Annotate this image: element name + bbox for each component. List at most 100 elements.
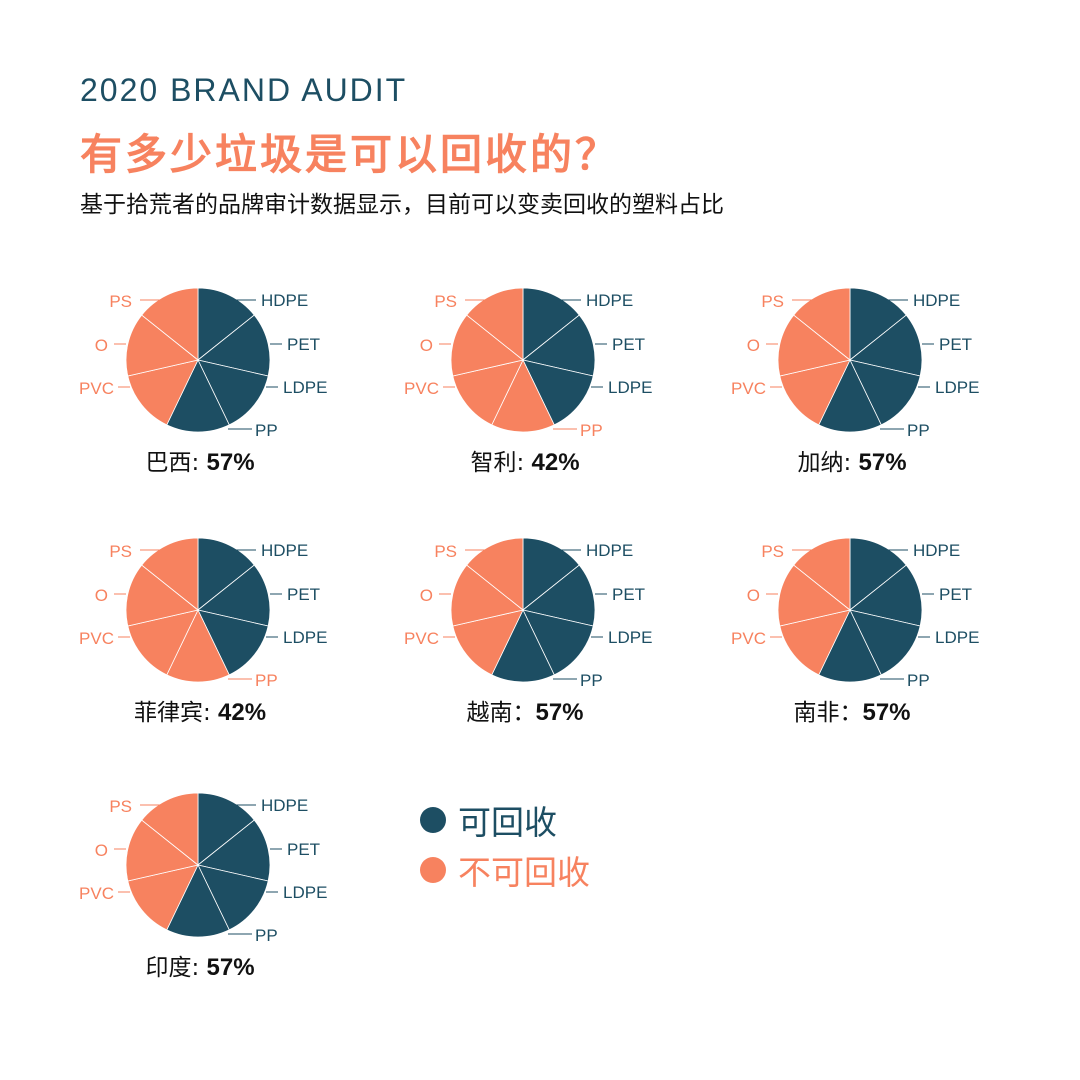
pie-slice-pvc	[452, 609, 524, 676]
country-percent: 57%	[859, 449, 907, 476]
slice-label-pet: PET	[287, 840, 320, 859]
country-separator: ：	[839, 700, 862, 726]
country-separator: :	[191, 450, 206, 476]
pie-slice-pet	[522, 564, 596, 627]
slice-label-ps: PS	[109, 797, 132, 816]
country-name: 菲律宾	[134, 700, 203, 726]
country-caption: 印度: 57%	[145, 954, 254, 981]
pie-slice-pvc	[452, 359, 524, 426]
slice-label-ps: PS	[761, 292, 784, 311]
slice-label-pp: PP	[255, 926, 278, 945]
pie-chart: HDPE PET LDPE PP PVC O PS 南非：57%	[731, 537, 979, 726]
slice-label-pvc: PVC	[79, 884, 114, 903]
pie-slice-ps	[793, 537, 851, 611]
pie-slice-pet	[849, 564, 923, 627]
pie-slice-ldpe	[197, 359, 269, 426]
slice-label-pvc: PVC	[79, 379, 114, 398]
slice-label-ps: PS	[434, 292, 457, 311]
country-separator: :	[191, 955, 206, 981]
slice-label-hdpe: HDPE	[913, 541, 960, 560]
non-recyclable-dot-icon	[420, 857, 446, 883]
slice-label-pvc: PVC	[404, 379, 439, 398]
pie-slice-pp	[166, 609, 230, 683]
slice-label-ldpe: LDPE	[283, 628, 327, 647]
slice-label-pp: PP	[580, 421, 603, 440]
pie-slice-pet	[849, 314, 923, 377]
country-name: 智利	[470, 450, 516, 476]
pie-slice-pvc	[127, 864, 199, 931]
country-percent: 57%	[535, 699, 583, 726]
pie-slice-pvc	[127, 609, 199, 676]
slice-label-pp: PP	[255, 671, 278, 690]
slice-label-pp: PP	[255, 421, 278, 440]
slice-label-o: O	[420, 336, 433, 355]
pie-slice-pet	[197, 819, 271, 882]
pie-slice-ps	[141, 537, 199, 611]
legend-label-recyclable: 可回收	[458, 803, 557, 842]
country-percent: 57%	[862, 699, 910, 726]
pie-slice-ps	[466, 287, 524, 361]
country-percent: 42%	[532, 449, 580, 476]
slice-label-hdpe: HDPE	[261, 291, 308, 310]
pie-slice-pp	[166, 864, 230, 938]
pie-chart: HDPE PET LDPE PP PVC O PS 菲律宾: 42%	[79, 537, 327, 726]
pie-slice-pp	[818, 359, 882, 433]
pie-chart: HDPE PET LDPE PP PVC O PS 智利: 42%	[404, 287, 652, 476]
slice-label-hdpe: HDPE	[261, 541, 308, 560]
country-caption: 智利: 42%	[470, 449, 579, 476]
pie-slice-hdpe	[522, 287, 580, 361]
pie-slice-ps	[793, 287, 851, 361]
pie-slice-pp	[818, 609, 882, 683]
slice-label-ps: PS	[109, 542, 132, 561]
pie-slice-ldpe	[197, 864, 269, 931]
slice-label-pp: PP	[907, 421, 930, 440]
pie-slice-pet	[522, 314, 596, 377]
pie-slice-ps	[466, 537, 524, 611]
slice-label-o: O	[95, 586, 108, 605]
page-title: 有多少垃圾是可以回收的？	[80, 130, 621, 179]
slice-label-ps: PS	[434, 542, 457, 561]
pie-slice-pp	[491, 609, 555, 683]
country-name: 巴西	[145, 450, 191, 476]
slice-label-hdpe: HDPE	[586, 291, 633, 310]
country-separator: :	[203, 700, 218, 726]
country-percent: 57%	[207, 449, 255, 476]
pie-slice-hdpe	[197, 792, 255, 866]
slice-label-pvc: PVC	[731, 629, 766, 648]
slice-label-ldpe: LDPE	[935, 378, 979, 397]
pie-slice-pp	[166, 359, 230, 433]
slice-label-pp: PP	[580, 671, 603, 690]
slice-label-o: O	[747, 336, 760, 355]
pie-slice-pet	[197, 314, 271, 377]
slice-label-ldpe: LDPE	[935, 628, 979, 647]
pie-slice-ldpe	[522, 609, 594, 676]
country-percent: 57%	[207, 954, 255, 981]
pie-slice-o	[450, 564, 524, 627]
pie-slice-ldpe	[849, 609, 921, 676]
slice-label-ps: PS	[761, 542, 784, 561]
legend-label-non-recyclable: 不可回收	[458, 853, 590, 892]
country-caption: 越南：57%	[466, 699, 583, 726]
pie-slice-ldpe	[849, 359, 921, 426]
slice-label-ldpe: LDPE	[608, 378, 652, 397]
slice-label-pet: PET	[939, 335, 972, 354]
slice-label-ps: PS	[109, 292, 132, 311]
legend: 可回收 不可回收	[420, 795, 590, 895]
legend-item-non-recyclable: 不可回收	[420, 845, 590, 895]
country-separator: ：	[512, 700, 535, 726]
pie-slice-ps	[141, 287, 199, 361]
slice-label-pet: PET	[287, 585, 320, 604]
pie-slice-hdpe	[849, 287, 907, 361]
pie-slice-ps	[141, 792, 199, 866]
slice-label-pet: PET	[287, 335, 320, 354]
country-name: 南非	[793, 700, 839, 726]
slice-label-ldpe: LDPE	[283, 378, 327, 397]
slice-label-o: O	[420, 586, 433, 605]
slice-label-ldpe: LDPE	[608, 628, 652, 647]
country-percent: 42%	[218, 699, 266, 726]
pie-slice-ldpe	[197, 609, 269, 676]
pie-slice-o	[125, 314, 199, 377]
legend-item-recyclable: 可回收	[420, 795, 590, 845]
pie-slice-hdpe	[522, 537, 580, 611]
